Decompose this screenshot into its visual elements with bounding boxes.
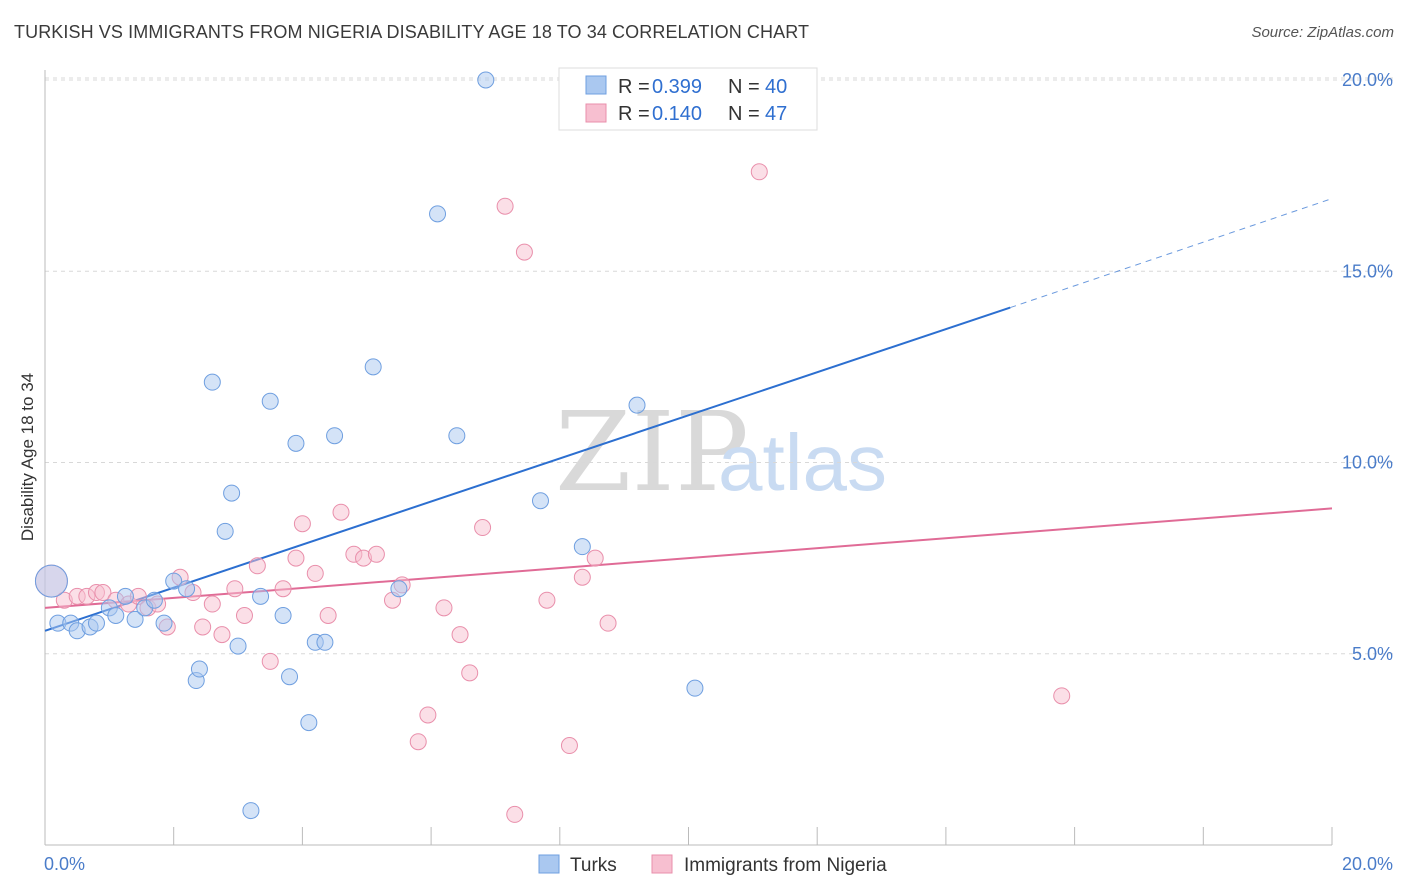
nigeria-point bbox=[1053, 687, 1071, 705]
turks-point bbox=[300, 714, 318, 732]
turks-point bbox=[165, 572, 183, 590]
turks-trend-line bbox=[44, 306, 1011, 632]
nigeria-point bbox=[451, 626, 469, 644]
turks-point bbox=[429, 205, 447, 223]
y-tick-label: 5.0% bbox=[1352, 644, 1393, 664]
turks-point bbox=[448, 427, 466, 445]
turks-point bbox=[573, 538, 591, 556]
turks-point bbox=[87, 614, 105, 632]
nigeria-point bbox=[248, 557, 266, 575]
legend-swatch-turks bbox=[585, 75, 607, 95]
turks-point bbox=[242, 802, 260, 820]
turks-point bbox=[531, 492, 549, 510]
turks-point bbox=[107, 607, 125, 624]
y-axis-label: Disability Age 18 to 34 bbox=[18, 373, 37, 541]
y-tick-labels: 5.0% 10.0% 15.0% 20.0% bbox=[1342, 70, 1393, 664]
turks-trend-extension bbox=[1010, 198, 1333, 309]
y-tick-label: 20.0% bbox=[1342, 70, 1393, 90]
nigeria-point bbox=[560, 737, 578, 755]
turks-point bbox=[116, 587, 134, 605]
turks-point bbox=[326, 427, 344, 445]
trend-lines bbox=[44, 198, 1333, 632]
nigeria-point bbox=[94, 584, 112, 602]
nigeria-point bbox=[293, 515, 311, 533]
turks-point bbox=[477, 71, 495, 89]
nigeria-point bbox=[599, 614, 617, 632]
turks-point bbox=[145, 591, 163, 609]
legend-n-value-turks: 40 bbox=[765, 76, 787, 98]
nigeria-point bbox=[750, 163, 768, 181]
legend-r-value-turks: 0.399 bbox=[652, 76, 702, 98]
turks-point bbox=[190, 660, 208, 678]
bottom-legend-swatch-nigeria bbox=[651, 854, 673, 874]
nigeria-point bbox=[586, 549, 604, 567]
turks-point bbox=[216, 522, 234, 540]
nigeria-point bbox=[306, 564, 324, 582]
legend-n-value-nigeria: 47 bbox=[765, 103, 787, 125]
source-credit: Source: ZipAtlas.com bbox=[1251, 24, 1394, 41]
turks-point bbox=[155, 614, 173, 632]
nigeria-point bbox=[515, 243, 533, 261]
nigeria-point bbox=[213, 626, 231, 644]
bottom-legend-label-nigeria: Immigrants from Nigeria bbox=[684, 855, 887, 876]
nigeria-point bbox=[573, 568, 591, 586]
x-tick-marks bbox=[44, 827, 1333, 845]
nigeria-point bbox=[261, 652, 279, 670]
turks-point bbox=[316, 633, 334, 651]
nigeria-point bbox=[226, 580, 244, 598]
turks-point bbox=[628, 396, 646, 414]
nigeria-point bbox=[409, 733, 427, 751]
turks-point bbox=[686, 679, 704, 697]
turks-point bbox=[287, 434, 305, 452]
bottom-legend: Turks Immigrants from Nigeria bbox=[538, 854, 887, 876]
turks-point bbox=[178, 580, 196, 598]
legend-box: R = 0.399 N = 40 R = 0.140 N = 47 bbox=[558, 67, 818, 131]
legend-r-label-turks: R = bbox=[618, 76, 650, 98]
gridlines bbox=[45, 77, 1395, 655]
turks-point bbox=[34, 564, 68, 598]
nigeria-point bbox=[274, 580, 292, 598]
nigeria-points bbox=[34, 163, 1071, 823]
watermark-zip: ZIP bbox=[555, 388, 749, 516]
legend-r-value-nigeria: 0.140 bbox=[652, 103, 702, 125]
nigeria-point bbox=[506, 805, 524, 823]
turks-point bbox=[203, 373, 221, 391]
legend-n-label-turks: N = bbox=[728, 76, 760, 98]
nigeria-point bbox=[287, 549, 305, 567]
legend-r-label-nigeria: R = bbox=[618, 103, 650, 125]
nigeria-point bbox=[332, 503, 350, 521]
nigeria-point bbox=[435, 599, 453, 617]
nigeria-point bbox=[419, 706, 437, 724]
legend-n-label-nigeria: N = bbox=[728, 103, 760, 125]
turks-point bbox=[223, 484, 241, 502]
turks-point bbox=[364, 358, 382, 376]
turks-point bbox=[261, 392, 279, 410]
nigeria-point bbox=[496, 197, 514, 215]
nigeria-point bbox=[194, 618, 212, 636]
turks-point bbox=[126, 610, 144, 628]
nigeria-point bbox=[538, 591, 556, 609]
nigeria-point bbox=[203, 595, 221, 613]
turks-point bbox=[252, 587, 270, 605]
nigeria-point bbox=[461, 664, 479, 682]
turks-point bbox=[229, 637, 247, 655]
legend-swatch-nigeria bbox=[585, 103, 607, 123]
bottom-legend-swatch-turks bbox=[538, 854, 560, 874]
turks-point bbox=[281, 668, 299, 686]
nigeria-point bbox=[235, 607, 253, 624]
turks-point bbox=[274, 607, 292, 624]
x-tick-label-min: 0.0% bbox=[44, 854, 85, 874]
y-tick-label: 10.0% bbox=[1342, 453, 1393, 473]
nigeria-point bbox=[319, 607, 337, 624]
x-tick-label-max: 20.0% bbox=[1342, 854, 1393, 874]
turks-points bbox=[34, 71, 704, 820]
nigeria-point bbox=[474, 519, 492, 537]
watermark-atlas: atlas bbox=[718, 418, 887, 507]
chart-title: TURKISH VS IMMIGRANTS FROM NIGERIA DISAB… bbox=[14, 22, 810, 42]
turks-point bbox=[390, 580, 408, 598]
y-tick-label: 15.0% bbox=[1342, 261, 1393, 281]
nigeria-point bbox=[367, 545, 385, 563]
bottom-legend-label-turks: Turks bbox=[570, 855, 617, 876]
